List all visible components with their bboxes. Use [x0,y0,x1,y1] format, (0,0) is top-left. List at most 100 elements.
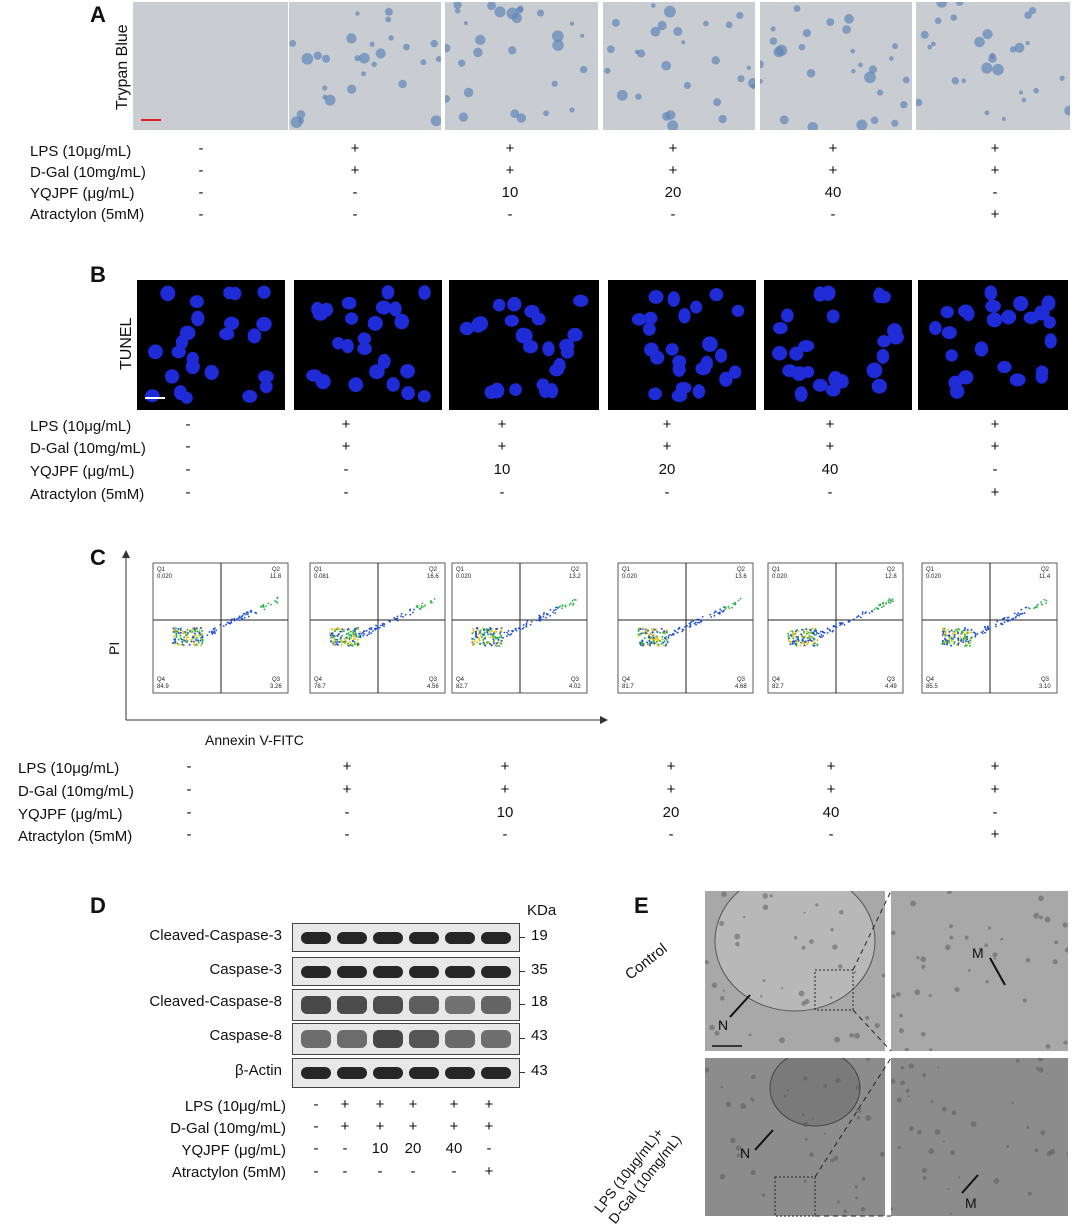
nucleus [871,378,887,394]
flow-axes [122,550,608,724]
event-dot [526,620,529,623]
event-dot [478,631,481,634]
event-dot [383,625,385,628]
event-dot [332,640,335,643]
event-dot [367,633,370,636]
stained-cell [844,14,854,24]
texture-dot [950,1150,955,1156]
event-dot [195,634,198,637]
texture-dot [759,994,763,998]
quadrant-value: 11.4 [1039,574,1051,580]
texture-dot [802,1113,805,1116]
texture-dot [874,1022,880,1029]
texture-dot [838,964,843,969]
event-dot [817,632,820,635]
texture-dot [899,1013,903,1018]
event-dot [986,625,989,628]
event-dot [891,598,894,601]
event-dot [476,628,479,631]
stained-cell [651,3,656,8]
flow-plot: Q1 0.020 Q2 12.8 Q4 82.7 Q3 4.49 [767,562,904,694]
event-dot [243,616,246,619]
event-dot [352,631,355,634]
event-dot [943,627,946,630]
event-dot [541,618,544,621]
event-dot [529,623,532,626]
event-dot [393,616,395,619]
event-dot [962,641,965,644]
condition-value: + [484,1118,494,1135]
panel-a-label: A [90,2,106,27]
event-dot [358,632,361,635]
texture-dot [891,930,896,936]
stained-cell [604,67,611,74]
event-dot [666,641,669,644]
event-dot [1006,616,1009,619]
event-dot [233,617,236,620]
nucleus [394,313,410,330]
event-dot [381,622,384,625]
stained-cell [1029,6,1037,15]
event-dot [1025,606,1028,609]
nucleus [986,312,1003,328]
texture-dot [1025,957,1031,963]
stained-cell [543,110,549,117]
event-dot [871,610,874,613]
band-label: Cleaved-Caspase-8 [149,993,282,1010]
stained-cell [635,93,642,100]
stained-cell [681,40,686,45]
texture-dot [725,1101,732,1107]
condition-value: + [408,1096,418,1113]
stained-cell [361,71,367,77]
nucleus [821,285,836,301]
event-dot [375,627,378,630]
event-dot [363,633,366,635]
event-dot [372,630,374,632]
event-dot [336,638,339,641]
texture-dot [880,1151,885,1157]
event-dot [186,632,189,635]
event-dot [341,628,344,631]
nucleus [929,320,942,336]
event-dot [200,627,203,630]
event-dot [374,628,377,631]
event-dot [429,601,432,604]
event-dot [731,606,734,609]
nucleus [341,338,354,354]
texture-dot [786,1089,790,1092]
event-dot [951,630,954,633]
texture-dot [1038,1067,1044,1073]
dapi-nuclei [306,285,431,403]
stained-cell [322,54,331,63]
texture-dot [917,1129,922,1135]
nucleus [542,341,555,357]
event-dot [400,615,402,618]
event-dot [177,632,180,635]
condition-value: - [668,826,674,843]
stained-cell [1033,87,1039,94]
quadrant-value: Q4 [772,677,781,683]
stained-cell [511,12,522,24]
nucleus [826,309,840,324]
texture-dot [832,944,838,950]
event-dot [471,640,474,643]
stained-cell [736,11,744,20]
event-dot [944,632,947,635]
event-dot [331,634,334,637]
event-dot [954,628,957,631]
event-dot [792,641,795,644]
quadrant-value: 0.081 [314,574,330,580]
event-dot [330,636,333,639]
texture-dot [793,936,798,940]
nucleus [515,327,530,344]
event-dot [241,618,244,620]
condition-value: - [313,1163,319,1180]
condition-value: + [666,758,676,775]
nucleus [369,364,385,380]
event-dot [482,628,485,631]
nucleus [164,369,180,384]
texture-dot [1037,1058,1044,1062]
event-dot [177,630,180,633]
event-dot [957,637,960,640]
